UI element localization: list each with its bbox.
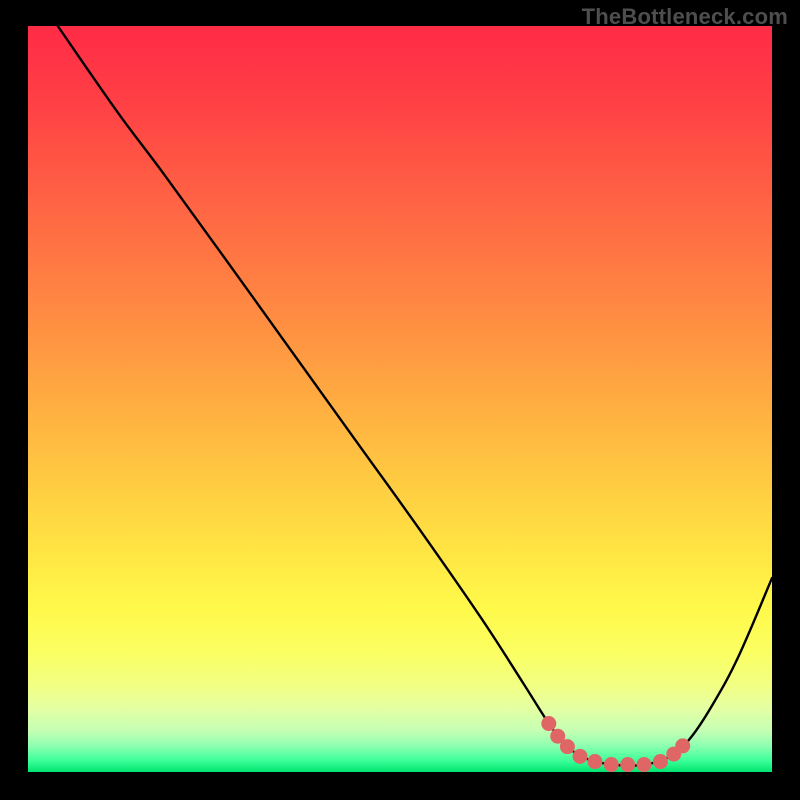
marker-dot — [620, 757, 635, 772]
marker-dot — [560, 739, 575, 754]
marker-dot — [637, 757, 652, 772]
marker-dot — [587, 754, 602, 769]
marker-dot — [675, 738, 690, 753]
marker-dot — [653, 754, 668, 769]
marker-dot — [541, 716, 556, 731]
marker-dot — [604, 757, 619, 772]
marker-dot — [573, 749, 588, 764]
chart-svg — [0, 0, 800, 800]
plot-heat-background — [28, 26, 772, 772]
chart-canvas: TheBottleneck.com — [0, 0, 800, 800]
